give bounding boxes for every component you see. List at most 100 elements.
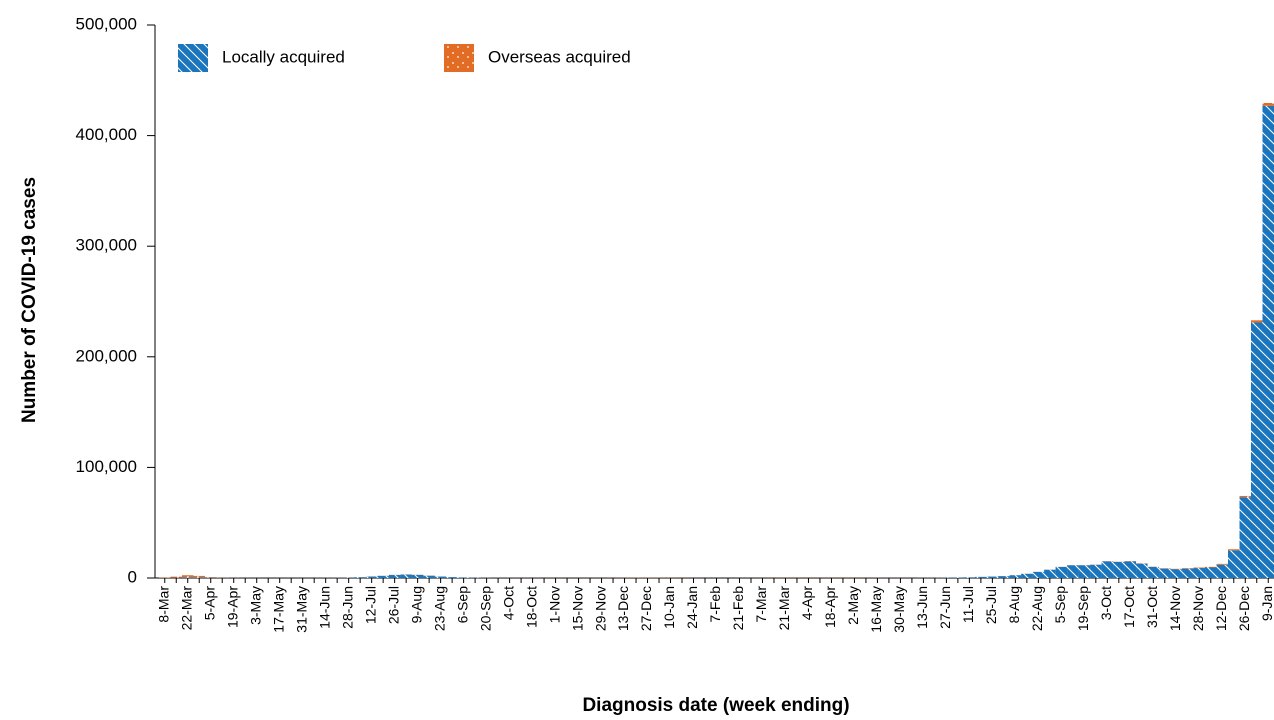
x-tick-label: 29-Nov	[592, 586, 608, 631]
x-tick-label: 26-Dec	[1236, 586, 1252, 631]
x-tick-label: 12-Jul	[362, 586, 378, 624]
y-tick-label: 300,000	[76, 236, 137, 255]
x-tick-label: 30-May	[891, 586, 907, 633]
bar	[446, 577, 458, 578]
bar	[1205, 566, 1217, 568]
bar	[963, 577, 976, 578]
x-tick-label: 19-Apr	[224, 586, 240, 628]
bar	[1216, 564, 1229, 578]
x-tick-label: 25-Jul	[983, 586, 999, 624]
bar	[1228, 550, 1240, 578]
bar	[388, 575, 401, 578]
legend-swatch	[178, 44, 208, 72]
bar	[411, 574, 424, 578]
x-tick-label: 24-Jan	[684, 586, 700, 629]
bar	[1193, 568, 1206, 578]
bar	[365, 576, 378, 578]
x-tick-label: 4-Apr	[799, 586, 815, 621]
bar	[1262, 105, 1274, 578]
x-tick-label: 6-Sep	[454, 586, 470, 624]
bar	[354, 577, 366, 578]
bar	[1170, 569, 1183, 578]
x-tick-label: 28-Nov	[1190, 586, 1206, 631]
x-tick-label: 3-May	[247, 586, 263, 625]
x-tick-label: 21-Mar	[776, 586, 792, 631]
x-tick-label: 22-Mar	[178, 586, 194, 631]
bar	[975, 576, 987, 578]
x-tick-label: 20-Sep	[477, 586, 493, 631]
x-tick-label: 22-Aug	[1029, 586, 1045, 631]
bar	[1251, 322, 1263, 578]
bar	[1090, 564, 1102, 578]
bar	[181, 575, 194, 578]
bar	[1044, 569, 1056, 578]
bar	[1009, 575, 1022, 578]
x-tick-label: 13-Dec	[615, 586, 631, 631]
x-tick-label: 18-Oct	[523, 586, 539, 628]
bar	[1251, 320, 1263, 323]
x-tick-label: 21-Feb	[730, 586, 746, 631]
x-tick-label: 31-Oct	[1144, 586, 1160, 628]
x-tick-label: 7-Feb	[707, 586, 723, 623]
x-tick-label: 17-Oct	[1121, 586, 1137, 628]
x-tick-label: 7-Mar	[753, 586, 769, 623]
y-axis-label: Number of COVID-19 cases	[19, 177, 40, 423]
bar	[1055, 566, 1068, 578]
bar	[1124, 561, 1137, 578]
x-tick-label: 18-Apr	[822, 586, 838, 628]
legend-swatch	[444, 44, 474, 72]
bar	[1101, 561, 1114, 578]
legend-label: Overseas acquired	[488, 47, 631, 66]
x-tick-label: 5-Apr	[201, 586, 217, 621]
x-tick-label: 9-Aug	[408, 586, 424, 623]
x-tick-label: 17-May	[270, 586, 286, 633]
bar	[1147, 566, 1160, 578]
bar	[998, 576, 1010, 578]
bar	[193, 577, 205, 578]
bar	[1067, 565, 1079, 578]
x-axis-label: Diagnosis date (week ending)	[582, 695, 849, 716]
x-tick-label: 11-Jul	[960, 586, 976, 623]
bar	[377, 575, 389, 578]
bar	[1239, 497, 1252, 578]
bar	[986, 576, 999, 578]
x-tick-label: 8-Mar	[155, 586, 171, 623]
y-tick-label: 400,000	[76, 125, 137, 144]
x-tick-label: 23-Aug	[431, 586, 447, 631]
x-tick-label: 8-Aug	[1006, 586, 1022, 623]
bar	[1205, 567, 1217, 578]
x-tick-label: 10-Jan	[661, 586, 677, 629]
x-tick-label: 1-Nov	[546, 586, 562, 623]
x-tick-label: 15-Nov	[569, 586, 585, 631]
bar	[181, 577, 194, 578]
x-tick-label: 16-May	[868, 586, 884, 633]
bar	[423, 575, 435, 578]
x-tick-label: 31-May	[293, 586, 309, 633]
legend-label: Locally acquired	[222, 47, 345, 66]
y-tick-label: 0	[128, 567, 137, 586]
bar	[1239, 495, 1252, 498]
x-tick-label: 14-Nov	[1167, 586, 1183, 631]
x-tick-label: 26-Jul	[385, 586, 401, 624]
x-tick-label: 19-Sep	[1075, 586, 1091, 631]
bar	[1021, 573, 1033, 578]
bar	[1078, 565, 1091, 578]
bar	[457, 577, 470, 578]
bar	[1216, 563, 1229, 565]
x-tick-label: 2-May	[845, 586, 861, 625]
bar	[1262, 102, 1274, 106]
x-tick-label: 5-Sep	[1052, 586, 1068, 624]
bar	[1228, 549, 1240, 551]
x-tick-label: 13-Jun	[914, 586, 930, 629]
bar	[434, 576, 447, 578]
y-tick-label: 100,000	[76, 457, 137, 476]
bar	[1136, 563, 1148, 578]
x-tick-label: 9-Jan	[1259, 586, 1274, 621]
bar	[1193, 567, 1206, 569]
x-tick-label: 27-Dec	[638, 586, 654, 631]
x-tick-label: 4-Oct	[500, 586, 516, 620]
x-tick-label: 14-Jun	[316, 586, 332, 629]
x-tick-label: 12-Dec	[1213, 586, 1229, 631]
bar	[170, 576, 182, 578]
